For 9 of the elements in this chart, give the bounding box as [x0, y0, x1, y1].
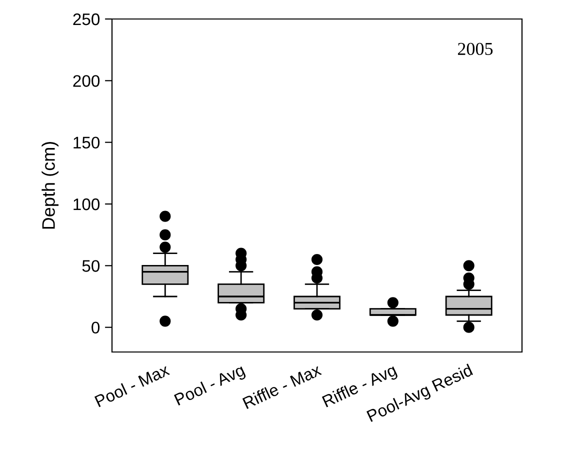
- y-tick-label: 150: [74, 136, 100, 149]
- x-tick-label: Pool - Max: [94, 363, 170, 408]
- y-tick-label: 50: [82, 260, 100, 272]
- y-tick-label: 250: [73, 13, 100, 26]
- y-tick-label: 200: [73, 75, 100, 87]
- annotation: 2005: [458, 42, 493, 56]
- y-tick-label: 100: [74, 198, 100, 210]
- y-tick-label: 0: [92, 322, 100, 334]
- y-axis-title: Depth (cm): [42, 142, 58, 229]
